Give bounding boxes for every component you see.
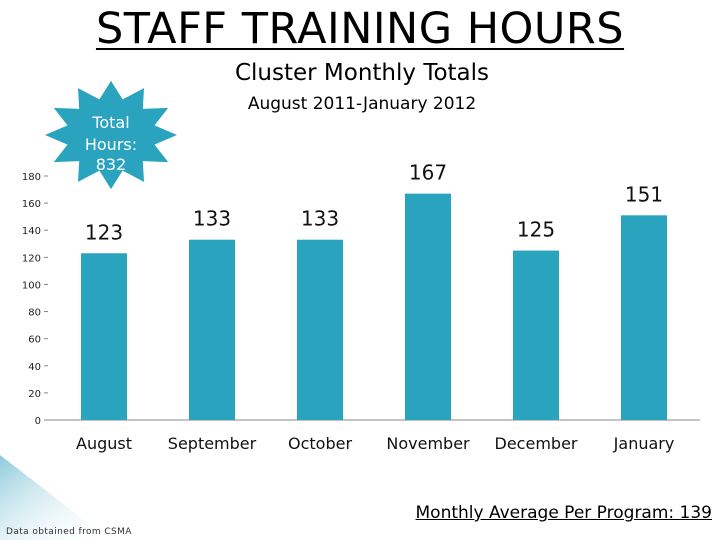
source-note: Data obtained from CSMA [6, 527, 132, 537]
bar-august [81, 253, 127, 420]
x-tick-label: October [288, 434, 352, 453]
bar-november [405, 193, 451, 420]
corner-decoration [0, 455, 110, 540]
y-tick-label: 160 [22, 199, 41, 210]
monthly-average-note: Monthly Average Per Program: 139 [415, 503, 713, 523]
x-tick-label: September [168, 434, 257, 453]
y-tick-label: 0 [35, 416, 41, 427]
chart-title: Cluster Monthly Totals [234, 60, 490, 86]
x-tick-label: August [76, 434, 132, 453]
y-tick-label: 40 [28, 362, 41, 373]
bar-january [621, 215, 667, 420]
data-label: 123 [85, 220, 123, 244]
data-label: 167 [409, 161, 447, 185]
y-tick-label: 80 [28, 308, 41, 319]
chart-subtitle: August 2011-January 2012 [247, 94, 477, 114]
y-tick-label: 120 [22, 253, 41, 264]
y-tick-label: 100 [22, 280, 41, 291]
bar-december [513, 250, 559, 420]
callout-text-total: Total [91, 113, 129, 132]
y-tick-label: 140 [22, 226, 41, 237]
bar-september [189, 239, 235, 420]
y-tick-label: 20 [28, 389, 41, 400]
y-tick-label: 180 [22, 172, 41, 183]
data-label: 151 [625, 182, 663, 206]
data-label: 133 [193, 207, 231, 231]
data-label: 125 [517, 218, 555, 242]
page-title: STAFF TRAINING HOURS [95, 4, 625, 54]
bar-october [297, 239, 343, 420]
x-tick-label: January [613, 434, 675, 453]
data-label: 133 [301, 207, 339, 231]
callout-text-hours: Hours: [85, 135, 137, 154]
callout-text-value: 832 [96, 155, 127, 174]
x-tick-label: November [386, 434, 470, 453]
y-tick-label: 60 [28, 335, 41, 346]
x-tick-label: December [495, 434, 578, 453]
starburst-shape [45, 80, 177, 190]
